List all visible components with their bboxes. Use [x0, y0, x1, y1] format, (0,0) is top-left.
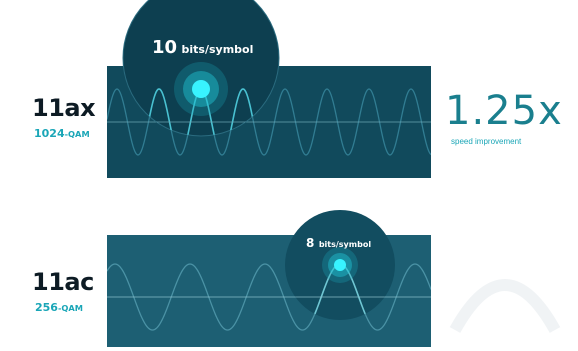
ac-bits-label: 8 bits/symbol [306, 234, 371, 252]
ax-modulation-number: 1024 [34, 127, 65, 140]
ac-bits-unit: bits/symbol [318, 240, 372, 249]
ax-symbol-point [192, 80, 210, 98]
ac-modulation-suffix: -QAM [57, 303, 84, 313]
ac-waveform [107, 263, 431, 331]
ax-bits-unit: bits/symbol [181, 43, 254, 56]
ac-symbol-point [334, 259, 346, 271]
ax-modulation-suffix: -QAM [64, 129, 90, 139]
ac-standard-label: 11ac [32, 268, 94, 296]
speed-improvement-value: 1.25x [445, 88, 563, 134]
ac-modulation-label: 256-QAM [35, 301, 83, 314]
ac-bits-number: 8 [306, 236, 315, 250]
ax-standard-label: 11ax [32, 94, 96, 122]
ax-modulation-label: 1024-QAM [34, 127, 90, 140]
ax-bits-label: 10 bits/symbol [152, 37, 253, 58]
ac-modulation-number: 256 [35, 301, 58, 314]
speed-improvement-label: speed improvement [451, 137, 522, 146]
ax-magnifier [123, 0, 279, 136]
ax-bits-number: 10 [152, 37, 178, 58]
decorative-arc [449, 279, 561, 333]
